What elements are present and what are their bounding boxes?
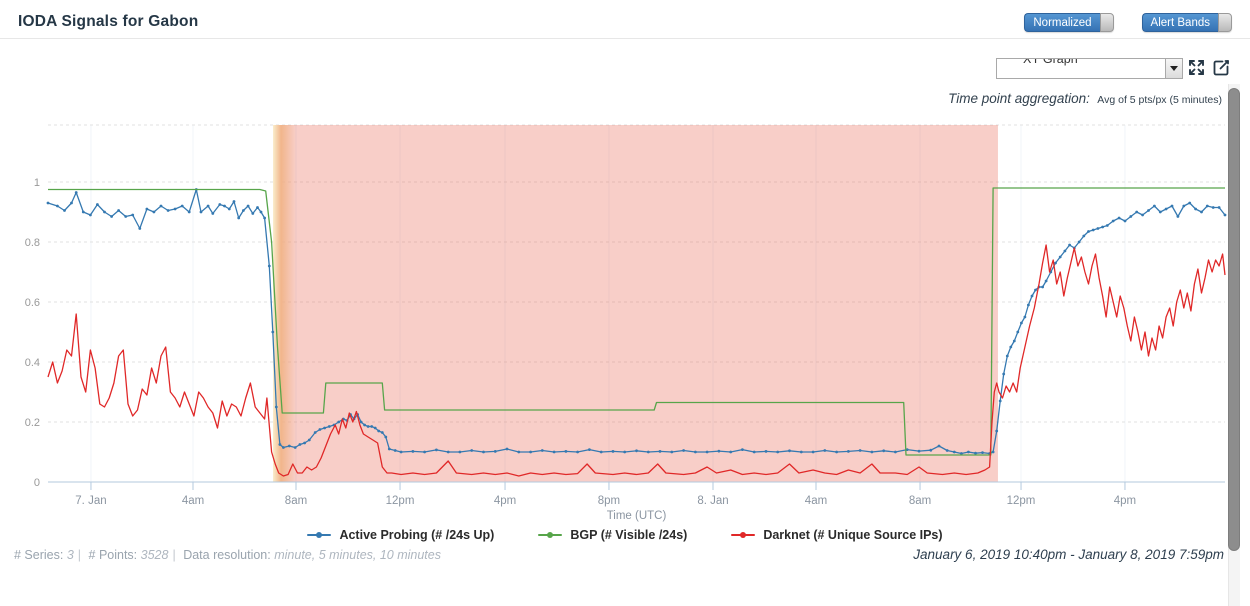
bgp-marker-icon (538, 532, 563, 538)
normalized-toggle-label: Normalized (1024, 13, 1100, 32)
alert-bands-toggle[interactable]: Alert Bands (1141, 13, 1232, 32)
date-range: January 6, 2019 10:40pm - January 8, 201… (913, 547, 1224, 562)
active-probing-marker-icon (307, 532, 332, 538)
header-toggles: Normalized Alert Bands (1024, 13, 1232, 32)
legend-label-darknet: Darknet (# Unique Source IPs) (763, 528, 943, 542)
graph-type-selected-value: XY Graph (1023, 58, 1078, 66)
resolution-label: Data resolution: (183, 548, 271, 562)
chart-stats: # Series: 3 | # Points: 3528 | Data resolu… (14, 548, 441, 562)
x-axis-title: Time (UTC) (606, 510, 667, 522)
y-tick-label: 0.2 (25, 417, 40, 429)
x-tick-label: 4am (805, 495, 827, 507)
x-tick-labels: 7. Jan 4am 8am 12pm 4pm 8pm 8. Jan 4am 8am 12pm 4p… (75, 495, 1136, 507)
page-title: IODA Signals for Gabon (18, 13, 199, 30)
x-tick-label: 8. Jan (697, 495, 728, 507)
y-gridlines (48, 124, 1225, 423)
alert-band (273, 125, 998, 482)
edit-icon[interactable] (1212, 58, 1231, 77)
aggregation-label: Time point aggregation: (948, 91, 1090, 106)
x-tick-label: 4am (182, 495, 204, 507)
y-tick-label: 1 (34, 177, 40, 189)
points-count-value: 3528 (140, 548, 169, 562)
y-tick-label: 0.4 (25, 357, 40, 369)
expand-fullscreen-icon[interactable] (1187, 58, 1206, 77)
legend-item-darknet[interactable]: Darknet (# Unique Source IPs) (731, 528, 943, 542)
resolution-value: minute, 5 minutes, 10 minutes (274, 548, 441, 562)
x-tick-label: 8pm (598, 495, 620, 507)
legend-label-bgp: BGP (# Visible /24s) (570, 528, 688, 542)
y-tick-label: 0.8 (25, 237, 40, 249)
y-tick-label: 0 (34, 477, 40, 489)
points-count-label: # Points: (88, 548, 138, 562)
alert-bands-toggle-label: Alert Bands (1141, 13, 1218, 32)
y-tick-label: 0.6 (25, 297, 40, 309)
x-tick-label: 8am (285, 495, 307, 507)
aggregation-note: Time point aggregation: Avg of 5 pts/px … (948, 90, 1222, 108)
scrollbar-thumb[interactable] (1228, 88, 1240, 551)
series-line-1 (48, 187, 1225, 456)
legend-item-bgp[interactable]: BGP (# Visible /24s) (538, 528, 687, 542)
normalized-toggle[interactable]: Normalized (1024, 13, 1114, 32)
alert-band-leading-edge (273, 125, 296, 482)
legend-label-active-probing: Active Probing (# /24s Up) (339, 528, 495, 542)
x-tick-label: 12pm (386, 495, 415, 507)
darknet-marker-icon (731, 532, 756, 538)
series-line-2 (47, 244, 1226, 477)
chevron-down-icon[interactable] (1165, 59, 1182, 78)
x-tick-label: 12pm (1007, 495, 1036, 507)
series-count-label: # Series: (14, 548, 64, 562)
x-tick-label: 4pm (1114, 495, 1136, 507)
x-axis-ticks (90, 482, 1126, 490)
alert-bands-toggle-knob[interactable] (1218, 13, 1232, 32)
aggregation-value: Avg of 5 pts/px (5 minutes) (1097, 94, 1222, 106)
x-tick-label: 4pm (494, 495, 516, 507)
series-count-value: 3 (66, 548, 74, 562)
graph-type-select[interactable]: XY Graph (996, 58, 1183, 79)
header-divider (0, 38, 1250, 39)
legend-item-active-probing[interactable]: Active Probing (# /24s Up) (307, 528, 494, 542)
normalized-toggle-knob[interactable] (1099, 13, 1114, 32)
x-tick-label: 7. Jan (75, 495, 106, 507)
y-tick-labels: 0 0.2 0.4 0.6 0.8 1 (25, 177, 40, 489)
x-tick-label: 8am (909, 495, 931, 507)
chart-legend: Active Probing (# /24s Up) BGP (# Visibl… (0, 528, 1250, 542)
